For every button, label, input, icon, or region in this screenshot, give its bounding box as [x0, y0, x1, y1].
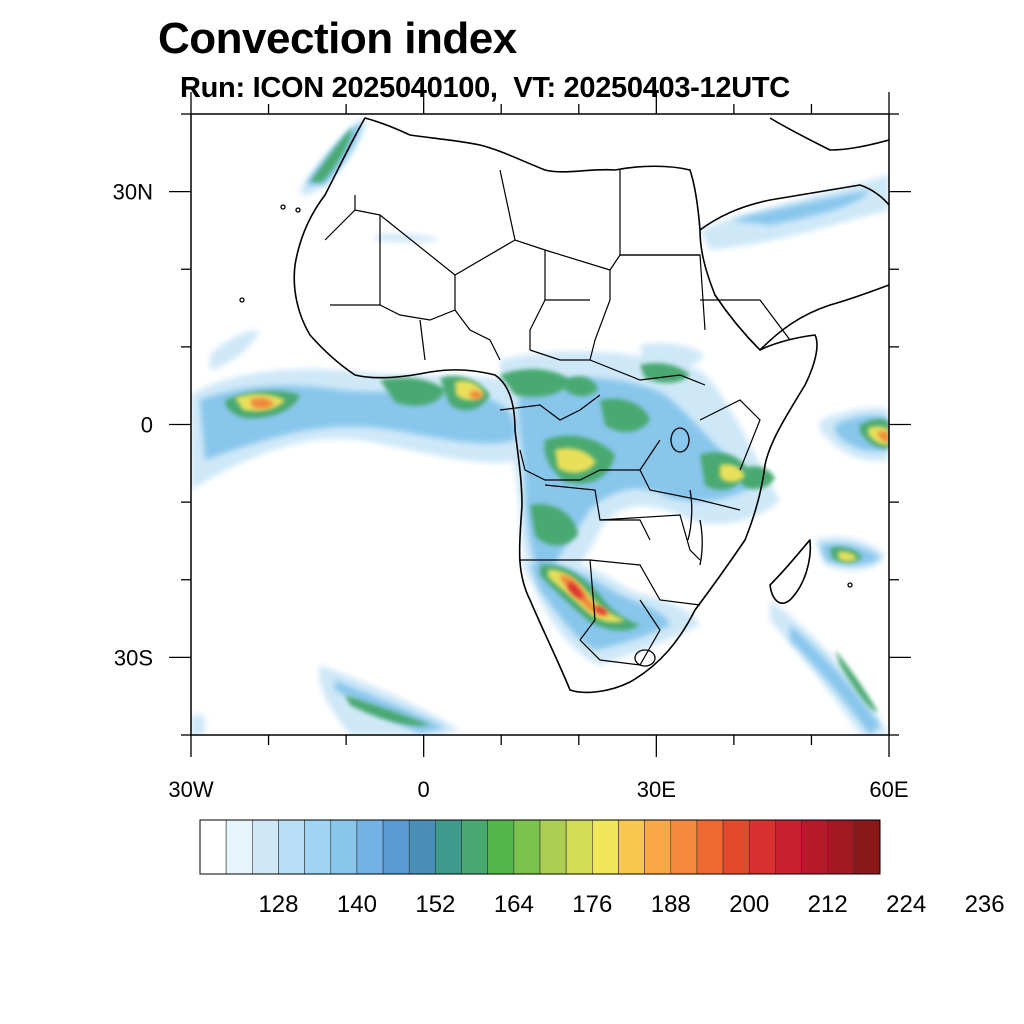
colorbar-swatch: [487, 819, 515, 875]
lat-tick-label: 30S: [114, 645, 153, 670]
colorbar-labels: 128 140 152 164 176 188 200 212 224 236: [258, 891, 1004, 918]
chart-subtitle: Run: ICON 2025040100, VT: 20250403-12UTC: [180, 72, 790, 104]
colorbar-swatch: [225, 819, 253, 875]
colorbar-label: 140: [337, 891, 377, 918]
colorbar-swatch: [592, 819, 619, 875]
colorbar-swatch: [199, 819, 227, 875]
colorbar-swatch: [644, 819, 672, 875]
lakes-and-islands: [239, 204, 853, 667]
colorbar-swatch: [696, 819, 724, 875]
colorbar-label: 200: [729, 891, 769, 918]
colorbar-swatch: [513, 819, 541, 875]
colorbar-swatch: [539, 819, 567, 875]
colorbar-label: 212: [808, 891, 848, 918]
colorbar-swatch: [252, 819, 279, 875]
colorbar-swatch: [356, 819, 384, 875]
colorbar-swatch: [382, 819, 410, 875]
colorbar-swatch: [618, 819, 645, 875]
lon-tick-label: 60E: [869, 777, 908, 802]
coastline: [293, 117, 889, 694]
colorbar-label: 152: [415, 891, 455, 918]
colorbar-swatch: [853, 819, 881, 875]
lat-tick-label: 0: [141, 413, 153, 438]
colorbar-swatch: [670, 819, 698, 875]
country-borders: [324, 169, 791, 666]
colorbar-swatch: [565, 819, 593, 875]
lon-tick-label: 30E: [637, 777, 676, 802]
colorbar-label: 236: [965, 891, 1005, 918]
colorbar-swatch: [827, 819, 855, 875]
lon-tick-label: 0: [418, 777, 430, 802]
colorbar-swatch: [408, 819, 436, 875]
colorbar-border: [199, 819, 881, 875]
colorbar-label: 128: [258, 891, 298, 918]
colorbar-label: 164: [494, 891, 534, 918]
lat-tick-label: 30N: [113, 180, 153, 205]
colorbar-swatch: [722, 819, 750, 875]
axis-ticks: [169, 92, 911, 757]
chart-title: Convection index: [158, 14, 517, 63]
colorbar-swatch: [435, 819, 462, 875]
colorbar-swatch: [304, 819, 332, 875]
colorbar-label: 176: [572, 891, 612, 918]
axis-tick-labels: 30N 0 30S 30W 0 30E 60E: [113, 180, 909, 802]
colorbar-swatch: [461, 819, 488, 875]
colorbar-label: 188: [651, 891, 691, 918]
colorbar: [199, 819, 881, 875]
colorbar-swatch: [278, 819, 305, 875]
colorbar-label: 224: [886, 891, 926, 918]
colorbar-swatch: [330, 819, 358, 875]
colorbar-swatch: [748, 819, 776, 875]
colorbar-swatch: [801, 819, 828, 875]
colorbar-swatch: [775, 819, 802, 875]
lon-tick-label: 30W: [168, 777, 213, 802]
